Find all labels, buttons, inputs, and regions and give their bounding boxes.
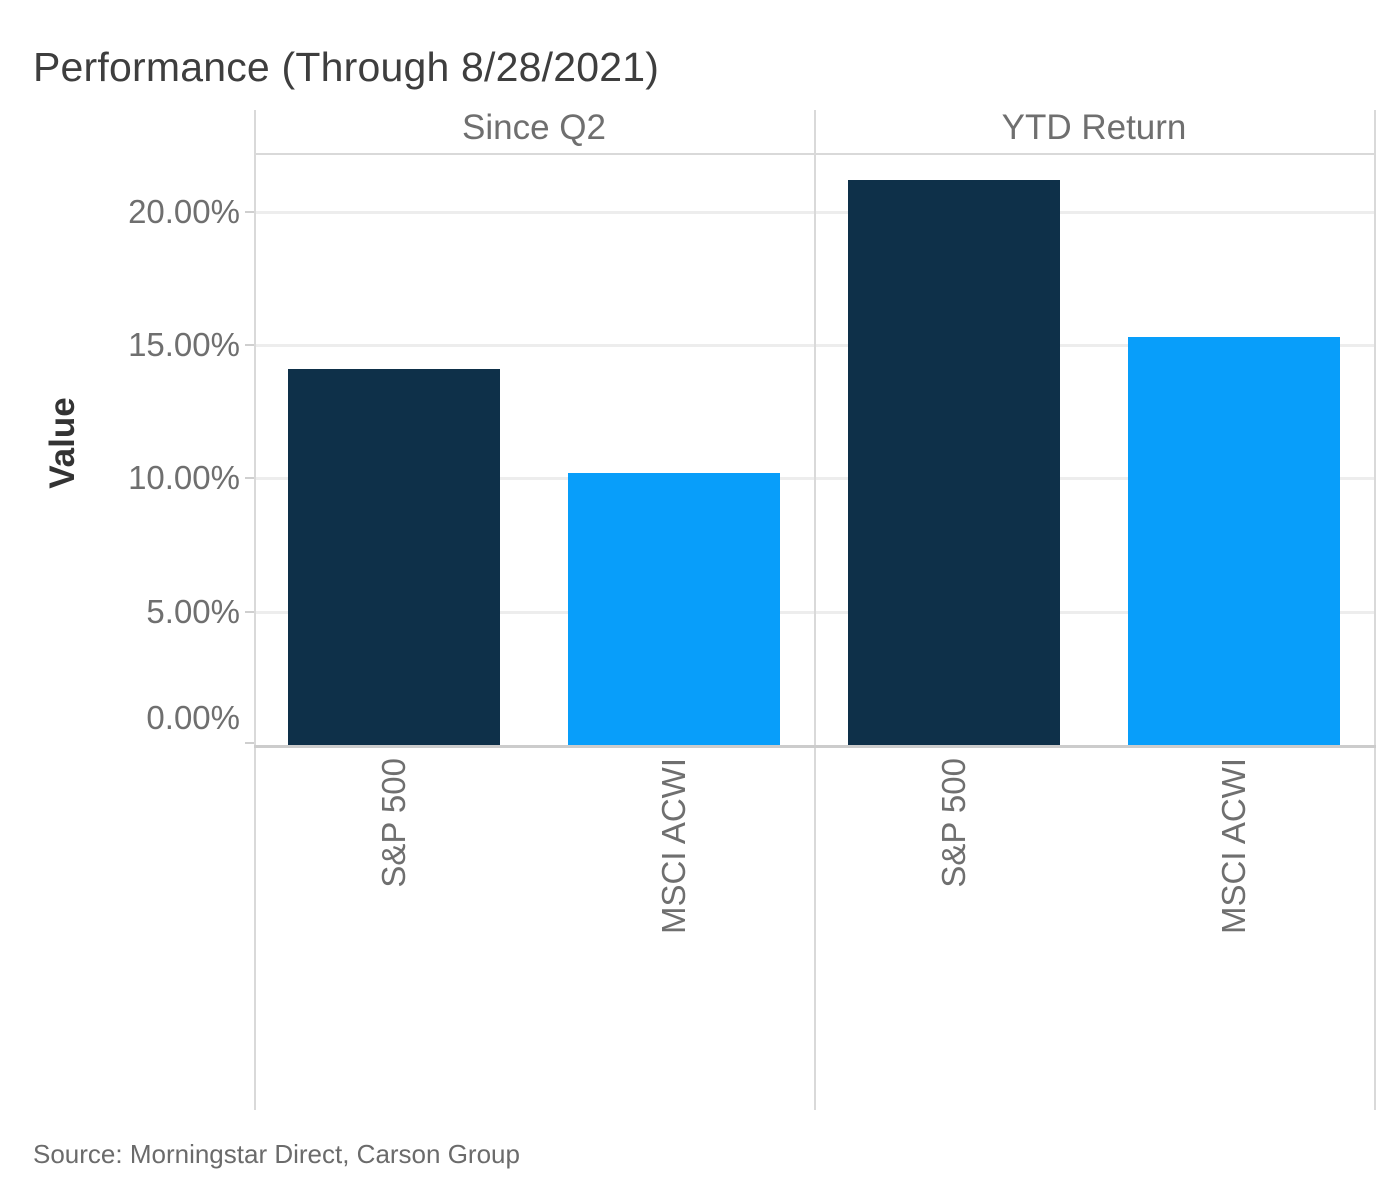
y-tick-label: 15.00%: [128, 325, 240, 363]
bar-ytd-return-s-p-500[interactable]: [848, 180, 1060, 745]
bar-ytd-return-msci-acwi[interactable]: [1128, 337, 1340, 745]
source-note: Source: Morningstar Direct, Carson Group: [33, 1139, 520, 1169]
header-underline: [254, 153, 1376, 155]
category-label: MSCI ACWI: [1215, 758, 1252, 935]
y-tick-mark: [245, 477, 254, 480]
y-tick-mark: [245, 343, 254, 346]
panel-border: [814, 110, 816, 1110]
category-label: S&P 500: [935, 758, 972, 888]
category-label: S&P 500: [375, 758, 412, 888]
panel-header-since-q2: Since Q2: [462, 108, 606, 147]
panel-border-right: [1374, 110, 1376, 1110]
y-axis-title: Value: [43, 397, 82, 489]
chart-title: Performance (Through 8/28/2021): [33, 44, 660, 90]
y-tick-mark: [245, 210, 254, 213]
bar-since-q2-msci-acwi[interactable]: [568, 473, 780, 745]
y-tick-label: 10.00%: [128, 459, 240, 497]
panel-header-ytd-return: YTD Return: [1001, 108, 1187, 147]
panel-border: [254, 110, 256, 1110]
y-tick-mark: [245, 742, 254, 744]
y-tick-label: 20.00%: [128, 192, 240, 230]
y-tick-mark: [245, 610, 254, 613]
x-axis-line: [254, 745, 1376, 748]
y-tick-label: 0.00%: [146, 699, 240, 736]
y-tick-label: 5.00%: [146, 592, 240, 630]
category-label: MSCI ACWI: [655, 758, 692, 935]
bar-since-q2-s-p-500[interactable]: [288, 369, 500, 745]
